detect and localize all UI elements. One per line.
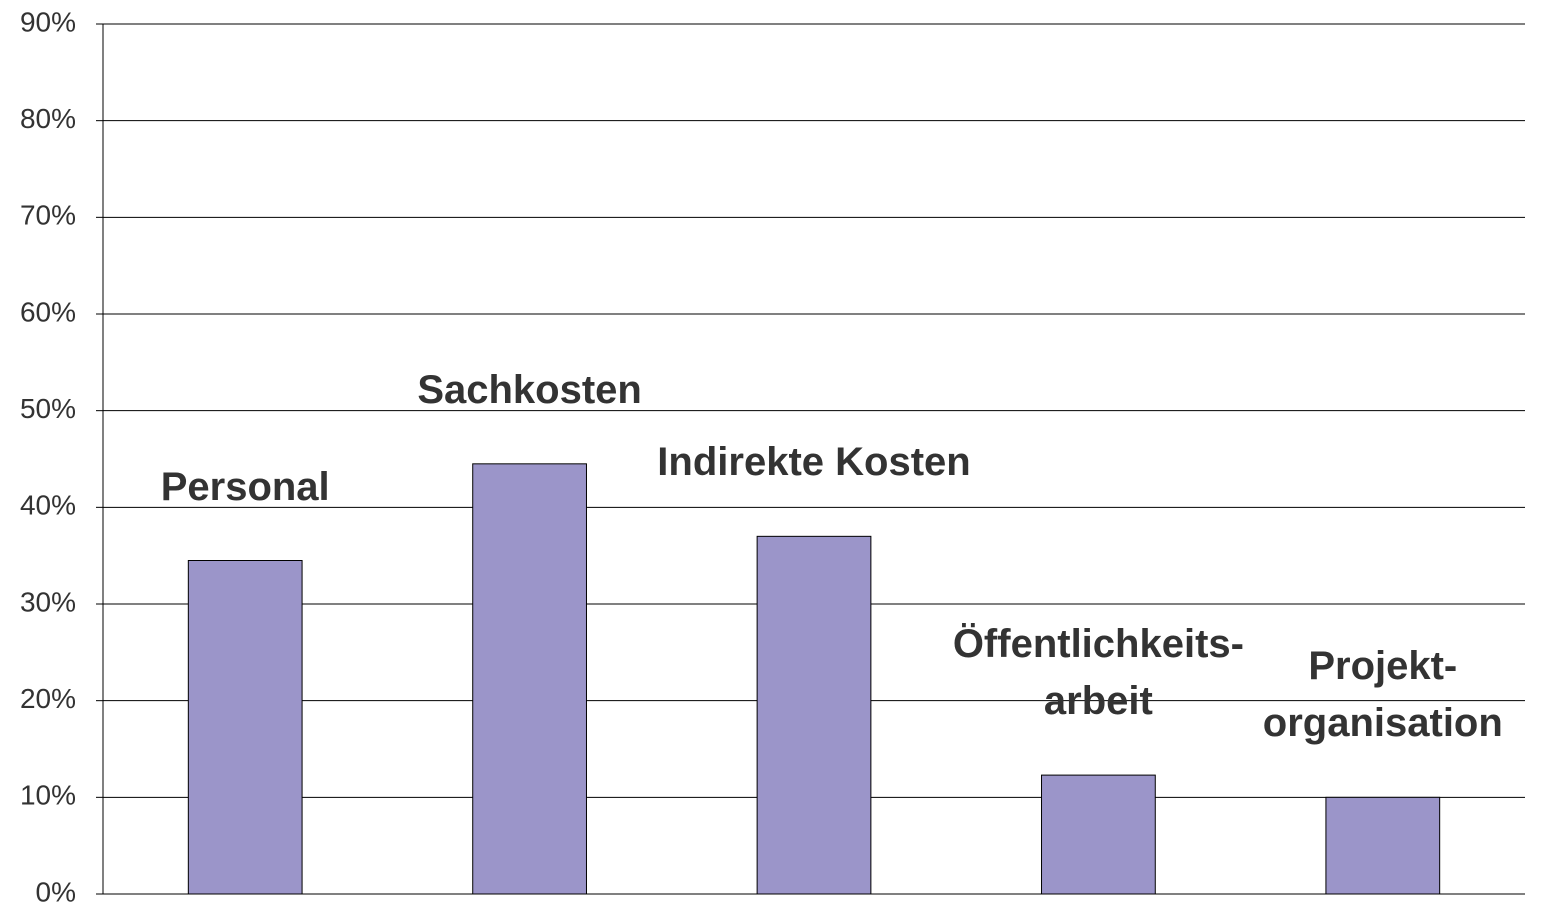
bar [472,463,587,895]
y-tick-label: 20% [20,683,76,714]
y-tick-label: 90% [20,6,76,37]
bar [1041,774,1156,895]
y-tick-label: 60% [20,296,76,327]
bar [756,535,872,895]
category-label: Sachkosten [417,367,642,412]
category-label: Indirekte Kosten [657,440,971,485]
category-label: Öffentlichkeits- arbeit [952,622,1244,724]
bar [1325,796,1441,895]
y-tick-label: 80% [20,103,76,134]
y-tick-label: 30% [20,586,76,617]
category-label: Projekt- organisation [1262,644,1503,746]
y-tick-label: 50% [20,393,76,424]
y-tick-label: 10% [20,780,76,811]
y-tick-label: 70% [20,200,76,231]
y-tick-label: 0% [36,876,76,907]
bar [187,560,303,895]
category-label: Personal [160,464,330,509]
y-tick-label: 40% [20,490,76,521]
